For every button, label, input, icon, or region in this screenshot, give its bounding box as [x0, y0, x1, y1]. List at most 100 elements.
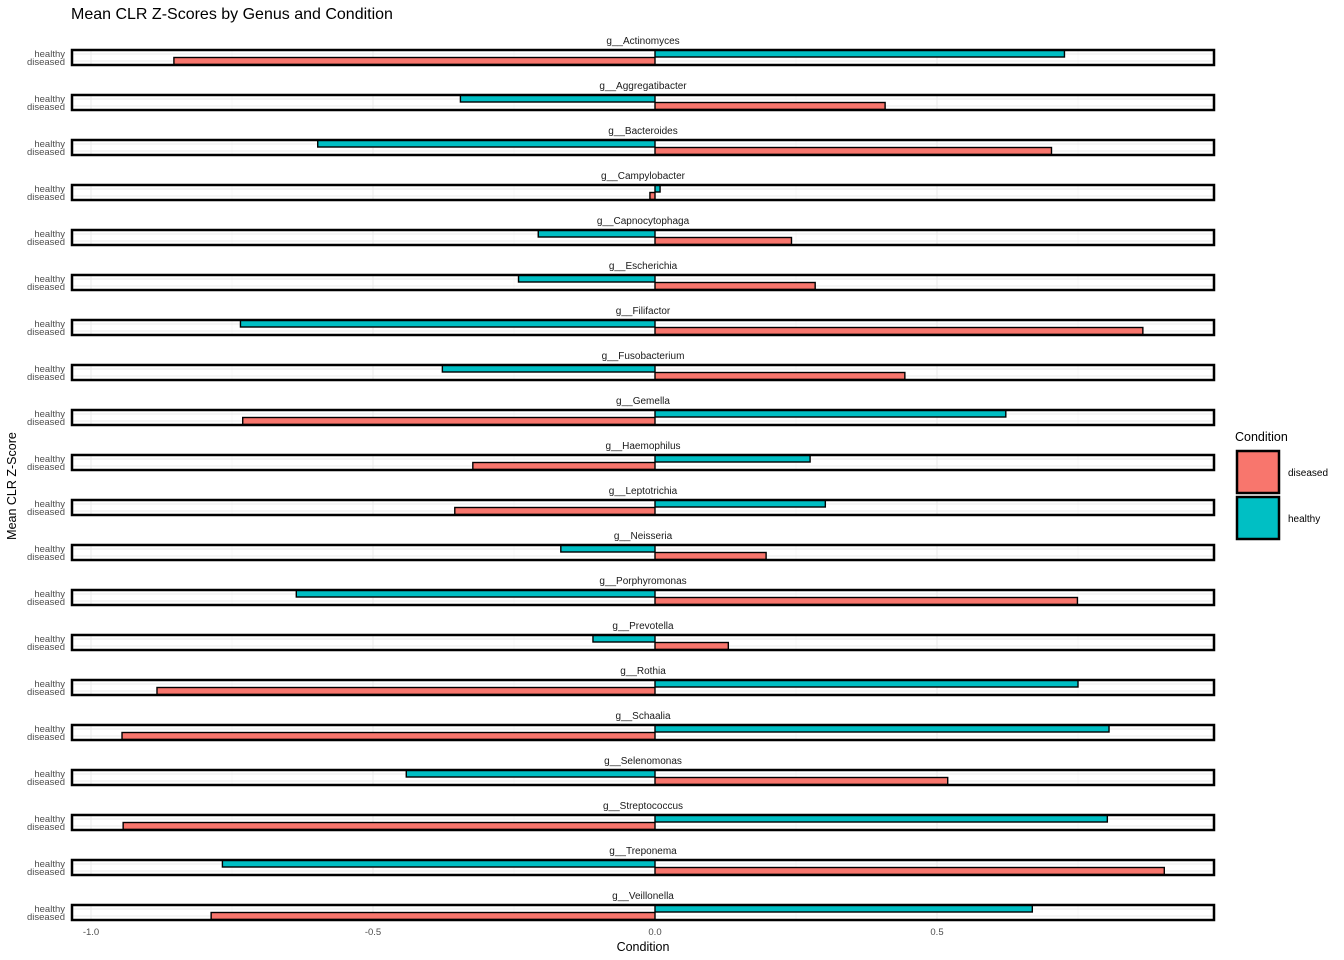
panel-border: [70, 228, 1216, 247]
y-tick-label-diseased: diseased: [27, 507, 65, 518]
y-tick-label-healthy: healthy: [34, 904, 65, 915]
y-tick-label-diseased: diseased: [27, 777, 65, 788]
y-tick-label-healthy: healthy: [34, 814, 65, 825]
y-tick-label-diseased: diseased: [27, 597, 65, 608]
y-tick-label-healthy: healthy: [34, 139, 65, 150]
facet-label: g__Haemophilus: [605, 441, 680, 452]
y-tick-label-diseased: diseased: [27, 822, 65, 833]
panel-border: [70, 903, 1216, 922]
y-tick-label-healthy: healthy: [34, 49, 65, 60]
facet-label: g__Bacteroides: [608, 126, 678, 137]
panel-border: [70, 408, 1216, 427]
y-tick-label-healthy: healthy: [34, 319, 65, 330]
panel-border: [70, 633, 1216, 652]
y-tick-label-diseased: diseased: [27, 732, 65, 743]
panel-border: [70, 318, 1216, 337]
x-tick-label: 0.5: [930, 927, 943, 938]
panel-border: [70, 183, 1216, 202]
y-tick-label-diseased: diseased: [27, 327, 65, 338]
y-tick-label-diseased: diseased: [27, 867, 65, 878]
legend-key-healthy: [1235, 495, 1281, 541]
y-tick-label-diseased: diseased: [27, 912, 65, 923]
bar-diseased: [156, 686, 656, 696]
panel-border: [70, 363, 1216, 382]
y-tick-label-diseased: diseased: [27, 282, 65, 293]
y-tick-label-healthy: healthy: [34, 94, 65, 105]
panel-border: [70, 498, 1216, 517]
bar-diseased: [173, 56, 656, 66]
y-tick-label-healthy: healthy: [34, 544, 65, 555]
legend-title: Condition: [1235, 430, 1288, 444]
y-tick-label-healthy: healthy: [34, 229, 65, 240]
y-tick-label-diseased: diseased: [27, 237, 65, 248]
y-tick-label-diseased: diseased: [27, 642, 65, 653]
bar-diseased: [472, 461, 656, 471]
bar-diseased: [654, 866, 1165, 876]
bar-diseased: [210, 911, 656, 921]
facet-label: g__Porphyromonas: [599, 576, 686, 587]
panel-border: [70, 813, 1216, 832]
facet-label: g__Rothia: [620, 666, 666, 677]
y-tick-label-diseased: diseased: [27, 552, 65, 563]
y-tick-label-diseased: diseased: [27, 687, 65, 698]
panel-border: [70, 273, 1216, 292]
x-tick-label: -1.0: [83, 927, 99, 938]
y-tick-label-healthy: healthy: [34, 859, 65, 870]
facet-label: g__Escherichia: [609, 261, 678, 272]
panel-border: [70, 543, 1216, 562]
legend: Condition diseased healthy: [1235, 430, 1328, 541]
x-axis: -1.0 -0.5 0.0 0.5: [83, 927, 944, 938]
facet-label: g__Treponema: [609, 846, 677, 857]
x-tick-label: -0.5: [365, 927, 381, 938]
bar-diseased: [654, 326, 1144, 336]
facet-label: g__Streptococcus: [603, 801, 683, 812]
facet-label: g__Neisseria: [614, 531, 673, 542]
facet-label: g__Prevotella: [612, 621, 674, 632]
facet-label: g__Campylobacter: [601, 171, 686, 182]
panel-border: [70, 768, 1216, 787]
y-tick-label-diseased: diseased: [27, 462, 65, 473]
y-tick-label-healthy: healthy: [34, 274, 65, 285]
facet-label: g__Aggregatibacter: [599, 81, 687, 92]
bar-diseased: [654, 596, 1079, 606]
panel-border: [70, 588, 1216, 607]
panel-border: [70, 858, 1216, 877]
y-tick-label-healthy: healthy: [34, 724, 65, 735]
y-tick-label-diseased: diseased: [27, 372, 65, 383]
bar-diseased: [654, 281, 816, 291]
facet-label: g__Filifactor: [616, 306, 671, 317]
y-tick-label-diseased: diseased: [27, 102, 65, 113]
panel-border: [70, 453, 1216, 472]
panel-border: [70, 48, 1216, 67]
x-axis-title: Condition: [617, 940, 670, 954]
facet-label: g__Gemella: [616, 396, 670, 407]
y-tick-label-healthy: healthy: [34, 454, 65, 465]
bar-diseased: [121, 731, 656, 741]
y-tick-label-diseased: diseased: [27, 192, 65, 203]
bar-diseased: [654, 101, 886, 111]
y-tick-label-healthy: healthy: [34, 679, 65, 690]
bar-diseased: [654, 551, 767, 561]
y-tick-label-diseased: diseased: [27, 147, 65, 158]
bar-diseased: [654, 146, 1053, 156]
panel-border: [70, 138, 1216, 157]
y-axis-title: Mean CLR Z-Score: [5, 432, 19, 540]
y-tick-label-diseased: diseased: [27, 57, 65, 68]
facet-label: g__Capnocytophaga: [597, 216, 690, 227]
y-tick-label-healthy: healthy: [34, 589, 65, 600]
facet-label: g__Schaalia: [615, 711, 670, 722]
